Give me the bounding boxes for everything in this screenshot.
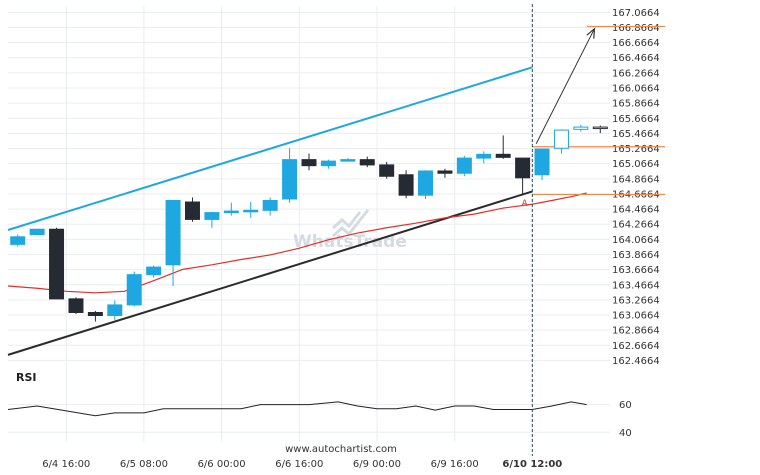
candle — [437, 170, 453, 174]
rsi-tick-label: 40 — [619, 428, 632, 439]
footer-source: www.autochartist.com — [285, 444, 397, 455]
rsi-panel: 60 40 — [7, 400, 632, 439]
rsi-line — [7, 401, 587, 417]
candle — [146, 266, 162, 276]
channel-lower-line — [7, 190, 533, 356]
price-tick-label: 164.4664 — [612, 205, 660, 216]
candle — [204, 212, 220, 220]
price-tick-label: 166.8664 — [612, 23, 660, 34]
moving-average — [7, 192, 587, 294]
moving-average-line — [7, 192, 587, 294]
candle — [398, 174, 414, 196]
price-tick-label: 166.6664 — [612, 38, 660, 49]
candle — [243, 209, 259, 213]
watermark: WhatsTrade — [293, 232, 407, 252]
candle — [223, 210, 239, 214]
forecast-candle — [573, 126, 589, 130]
price-tick-label: 164.2664 — [612, 220, 660, 231]
watermark-logo-icon — [332, 209, 370, 238]
channel-upper-line — [7, 66, 533, 231]
candle — [476, 153, 492, 159]
candle — [301, 159, 317, 167]
candle — [515, 157, 531, 179]
grid — [8, 6, 610, 442]
price-tick-label: 162.4664 — [612, 356, 660, 367]
time-axis: 6/4 16:00 6/5 08:00 6/6 00:00 6/6 16:00 6/9 … — [42, 459, 562, 470]
candle — [320, 160, 336, 167]
price-tick-label: 167.0664 — [612, 8, 660, 19]
price-axis: 167.0664 166.8664 166.6664 166.4664 166.2664… — [612, 8, 660, 367]
candle — [282, 159, 298, 200]
price-tick-label: 162.8664 — [612, 326, 660, 337]
rsi-tick-label: 60 — [619, 400, 632, 411]
candle — [379, 164, 395, 177]
price-tick-label: 164.8664 — [612, 174, 660, 185]
forecast-candle — [553, 129, 569, 149]
candle — [359, 159, 375, 166]
price-tick-label: 165.4664 — [612, 129, 660, 140]
candle — [534, 148, 550, 176]
price-tick-label: 163.2664 — [612, 295, 660, 306]
price-tick-label: 163.8664 — [612, 250, 660, 261]
price-tick-label: 165.2664 — [612, 144, 660, 155]
time-tick-label: 6/5 08:00 — [120, 459, 168, 470]
price-tick-label: 166.2664 — [612, 68, 660, 79]
forecast-candles — [553, 124, 608, 154]
price-tick-label: 165.8664 — [612, 99, 660, 110]
candle — [49, 228, 65, 300]
price-tick-label: 165.0664 — [612, 159, 660, 170]
price-tick-label: 163.6664 — [612, 265, 660, 276]
time-tick-label: 6/9 16:00 — [431, 459, 479, 470]
candle — [87, 311, 103, 317]
candle — [184, 201, 200, 220]
forecast-candle — [592, 126, 608, 130]
candles — [10, 135, 550, 322]
target-arrow — [535, 27, 596, 144]
pattern-annotation: A — [521, 199, 528, 209]
price-tick-label: 162.6664 — [612, 341, 660, 352]
price-tick-label: 166.0664 — [612, 84, 660, 95]
candle — [340, 159, 356, 162]
candle — [418, 170, 434, 196]
time-tick-label: 6/9 00:00 — [353, 459, 401, 470]
rsi-label: RSI — [16, 371, 37, 384]
time-tick-label: 6/6 00:00 — [198, 459, 246, 470]
time-tick-label: 6/6 16:00 — [275, 459, 323, 470]
candle — [29, 228, 45, 236]
price-tick-label: 163.4664 — [612, 280, 660, 291]
candle — [107, 304, 123, 317]
price-tick-label: 164.0664 — [612, 235, 660, 246]
candle — [262, 199, 278, 211]
candle — [126, 274, 142, 306]
time-tick-label: 6/10 12:00 — [502, 459, 562, 470]
target-arrow-line — [535, 28, 595, 144]
time-tick-label: 6/4 16:00 — [42, 459, 90, 470]
candle — [456, 157, 472, 174]
price-tick-label: 165.6664 — [612, 114, 660, 125]
target-arrow-head — [586, 27, 596, 39]
price-tick-label: 163.0664 — [612, 311, 660, 322]
candle — [495, 153, 511, 158]
candle — [10, 236, 26, 245]
channel — [7, 66, 533, 356]
price-tick-label: 166.4664 — [612, 53, 660, 64]
candle — [165, 199, 181, 266]
candle — [68, 298, 84, 313]
